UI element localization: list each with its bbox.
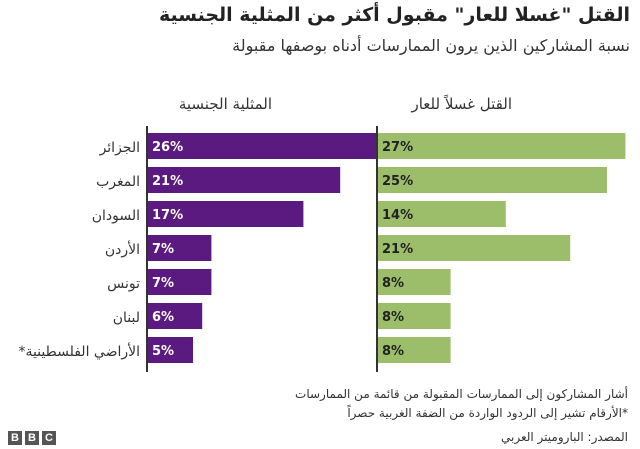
bbc-logo-letter: B [25,431,39,445]
category-label: المغرب [96,174,140,190]
bar [377,201,506,227]
category-label: الجزائر [99,140,140,156]
data-label: 26% [152,140,183,155]
bar [147,303,203,329]
bar [377,167,607,193]
data-label: 8% [382,344,404,359]
bar [147,133,387,159]
category-label: السودان [92,208,140,224]
data-label: 5% [152,344,174,359]
footnote-method: أشار المشاركون إلى الممارسات المقبولة من… [295,387,628,401]
data-label: 21% [152,174,183,189]
data-label: 27% [382,140,413,155]
data-label: 14% [382,208,413,223]
series-header: المثلية الجنسية [179,95,272,113]
bar [147,167,341,193]
bar [147,201,304,227]
data-label: 8% [382,310,404,325]
data-label: 7% [152,242,174,257]
source-text: المصدر: الباروميتر العربي [501,430,628,444]
bar [147,337,193,363]
category-label: تونس [107,276,140,292]
category-label: الأراضي الفلسطينية* [18,342,140,360]
category-label: الأردن [105,240,140,258]
chart-title: القتل "غسلا للعار" مقبول أكثر من المثلية… [158,4,630,26]
data-label: 17% [152,208,183,223]
category-label: لبنان [113,310,140,326]
data-label: 7% [152,276,174,291]
bar [377,133,626,159]
footnote-palestine: *الأرقام تشير إلى الردود الواردة من الضف… [347,406,628,420]
bbc-logo-letter: C [42,431,56,445]
data-label: 25% [382,174,413,189]
data-label: 8% [382,276,404,291]
data-label: 21% [382,242,413,257]
bbc-logo: B B C [8,431,56,445]
bar [377,269,451,295]
bbc-logo-letter: B [8,431,22,445]
data-label: 6% [152,310,174,325]
bar [147,269,212,295]
chart-subtitle: نسبة المشاركين الذين يرون الممارسات أدنا… [232,36,630,55]
bar [377,337,451,363]
bar [377,303,451,329]
bar [377,235,571,261]
bar [147,235,212,261]
series-header: القتل غسلاً للعار [410,94,512,113]
